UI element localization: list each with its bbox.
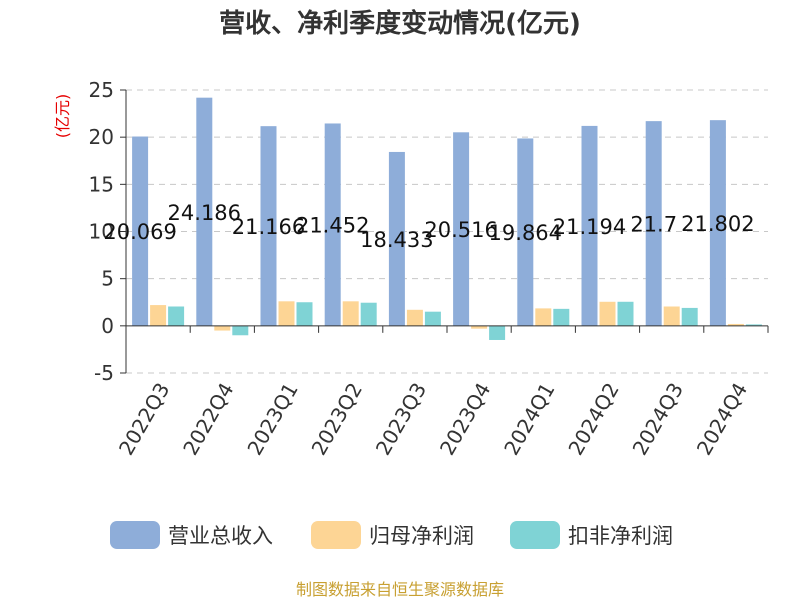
- bar-归母净利润-2022Q3: [150, 305, 167, 326]
- bar-归母净利润-2024Q2: [599, 301, 616, 326]
- bar-营业总收入-2023Q4: [453, 132, 470, 326]
- bar-归母净利润-2023Q2: [342, 301, 359, 326]
- data-labels: 20.06924.18621.16621.45218.43320.51619.8…: [103, 201, 754, 252]
- data-label: 21.802: [681, 212, 754, 236]
- bar-扣非净利润-2024Q1: [553, 308, 570, 326]
- x-tick-label: 2024Q1: [499, 379, 559, 460]
- bar-营业总收入-2024Q1: [517, 138, 534, 326]
- y-tick-label: 20: [89, 125, 114, 149]
- data-label: 24.186: [168, 201, 241, 225]
- bar-扣非净利润-2022Q3: [168, 306, 185, 326]
- y-tick-label: 25: [89, 78, 114, 102]
- bar-归母净利润-2023Q1: [278, 301, 295, 326]
- legend-swatch: [510, 521, 560, 549]
- bar-扣非净利润-2023Q1: [296, 302, 313, 326]
- bar-归母净利润-2024Q1: [535, 308, 552, 326]
- bar-扣非净利润-2024Q4: [745, 324, 762, 326]
- legend-swatch: [110, 521, 160, 549]
- bar-归母净利润-2023Q3: [406, 309, 423, 326]
- data-label: 20.069: [103, 220, 176, 244]
- x-tick-label: 2023Q2: [307, 379, 367, 460]
- data-label: 20.516: [424, 218, 497, 242]
- bar-扣非净利润-2024Q2: [617, 301, 634, 326]
- bar-扣非净利润-2023Q4: [489, 325, 506, 340]
- x-tick-label: 2022Q4: [178, 379, 238, 460]
- data-label: 21.194: [553, 215, 626, 239]
- data-label: 18.433: [360, 228, 433, 252]
- bar-营业总收入-2023Q2: [324, 123, 341, 326]
- y-axis-unit-label: (亿元): [53, 94, 72, 139]
- x-tick-label: 2023Q1: [242, 379, 302, 460]
- axes: [125, 90, 769, 373]
- bar-营业总收入-2024Q2: [581, 125, 598, 326]
- bar-归母净利润-2024Q4: [727, 323, 744, 326]
- y-tick-label: -5: [94, 361, 114, 385]
- bar-营业总收入-2022Q3: [132, 136, 149, 326]
- chart-title: 营收、净利季度变动情况(亿元): [219, 8, 581, 39]
- x-tick-label: 2024Q4: [692, 379, 752, 460]
- y-tick-label: 10: [89, 220, 114, 244]
- bars: [132, 97, 762, 340]
- bar-营业总收入-2022Q4: [196, 97, 213, 326]
- bar-营业总收入-2024Q3: [645, 121, 662, 326]
- y-tick-label: 0: [101, 314, 114, 338]
- bar-扣非净利润-2022Q4: [232, 325, 249, 336]
- y-tick-label: 15: [89, 172, 114, 196]
- bar-营业总收入-2024Q4: [709, 120, 726, 326]
- x-tick-label: 2023Q3: [371, 379, 431, 460]
- bar-归母净利润-2022Q4: [214, 325, 231, 331]
- bar-扣非净利润-2023Q2: [360, 302, 377, 326]
- data-label: 21.166: [232, 215, 305, 239]
- x-tick-label: 2022Q3: [114, 379, 174, 460]
- y-axis-ticks: 25 20 15 10 5 0 -5: [89, 78, 126, 385]
- bar-营业总收入-2023Q3: [388, 151, 405, 326]
- grid-lines: [126, 89, 768, 374]
- legend-label: 归母净利润: [369, 524, 474, 548]
- bar-扣非净利润-2023Q3: [424, 311, 441, 326]
- legend-label: 营业总收入: [168, 524, 273, 548]
- data-label: 21.452: [296, 214, 369, 238]
- data-label: 19.864: [489, 221, 562, 245]
- x-tick-label: 2023Q4: [435, 379, 495, 460]
- x-axis-ticks: 2022Q3 2022Q4 2023Q1 2023Q2 2023Q3 2023Q4 2024…: [114, 379, 752, 460]
- bar-归母净利润-2024Q3: [663, 306, 680, 326]
- bar-营业总收入-2023Q1: [260, 126, 277, 326]
- bar-归母净利润-2023Q4: [471, 325, 488, 329]
- legend: 营业总收入 归母净利润 扣非净利润: [110, 521, 673, 549]
- x-tick-label: 2024Q2: [563, 379, 623, 460]
- legend-label: 扣非净利润: [568, 524, 673, 548]
- y-tick-label: 5: [101, 267, 114, 291]
- bar-扣非净利润-2024Q3: [681, 307, 698, 326]
- legend-swatch: [311, 521, 361, 549]
- source-note: 制图数据来自恒生聚源数据库: [296, 580, 504, 599]
- data-label: 21.7: [630, 212, 677, 236]
- x-tick-label: 2024Q3: [628, 379, 688, 460]
